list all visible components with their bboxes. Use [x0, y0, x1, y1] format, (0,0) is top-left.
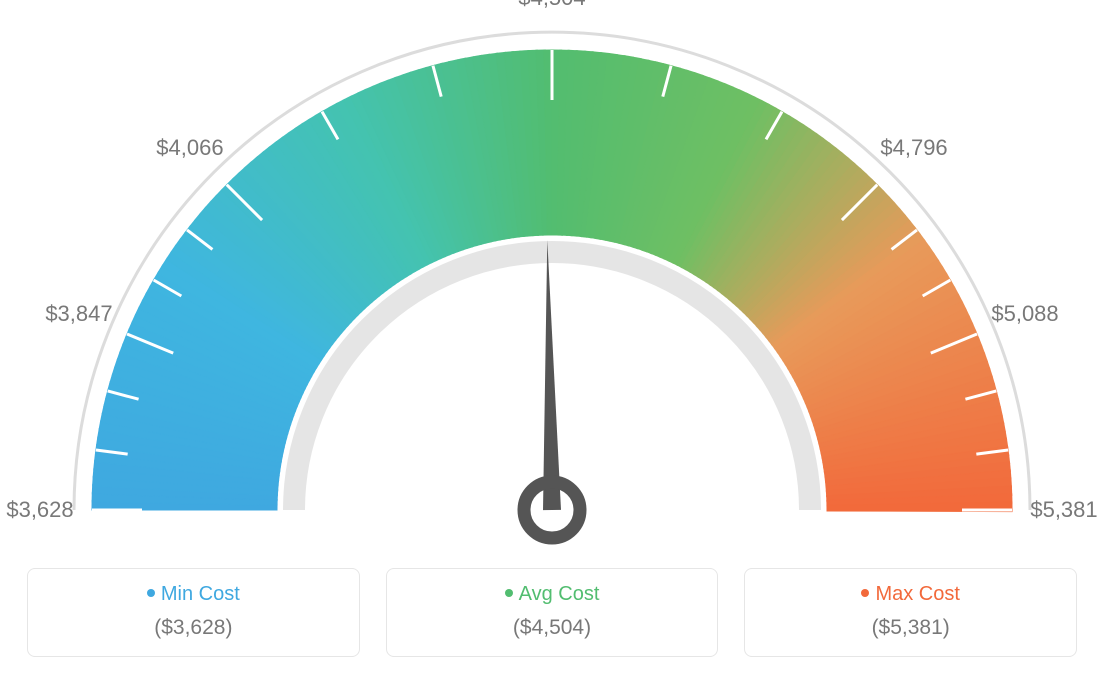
legend-value-avg: ($4,504) — [397, 616, 708, 640]
gauge-tick-label: $5,381 — [1030, 497, 1097, 523]
legend-card-avg: Avg Cost ($4,504) — [386, 568, 719, 657]
gauge-tick-label: $4,796 — [880, 135, 947, 161]
legend-title-max: Max Cost — [755, 583, 1066, 606]
gauge-tick-label: $5,088 — [991, 301, 1058, 327]
legend-value-max: ($5,381) — [755, 616, 1066, 640]
gauge-tick-label: $4,066 — [156, 135, 223, 161]
gauge-tick-label: $3,847 — [45, 301, 112, 327]
legend-card-max: Max Cost ($5,381) — [744, 568, 1077, 657]
legend-row: Min Cost ($3,628) Avg Cost ($4,504) Max … — [27, 568, 1077, 657]
legend-card-min: Min Cost ($3,628) — [27, 568, 360, 657]
legend-title-text: Min Cost — [161, 583, 240, 605]
gauge-tick-label: $4,504 — [518, 0, 585, 11]
cost-gauge: $3,628 $3,847 $4,066 $4,504 $4,796 $5,088 $5,3… — [0, 0, 1104, 560]
legend-title-text: Avg Cost — [519, 583, 600, 605]
gauge-tick-label: $3,628 — [6, 497, 73, 523]
dot-icon — [505, 589, 513, 597]
legend-title-text: Max Cost — [875, 583, 959, 605]
legend-title-min: Min Cost — [38, 583, 349, 606]
dot-icon — [861, 589, 869, 597]
legend-title-avg: Avg Cost — [397, 583, 708, 606]
legend-value-min: ($3,628) — [38, 616, 349, 640]
gauge-svg — [0, 0, 1104, 560]
dot-icon — [147, 589, 155, 597]
